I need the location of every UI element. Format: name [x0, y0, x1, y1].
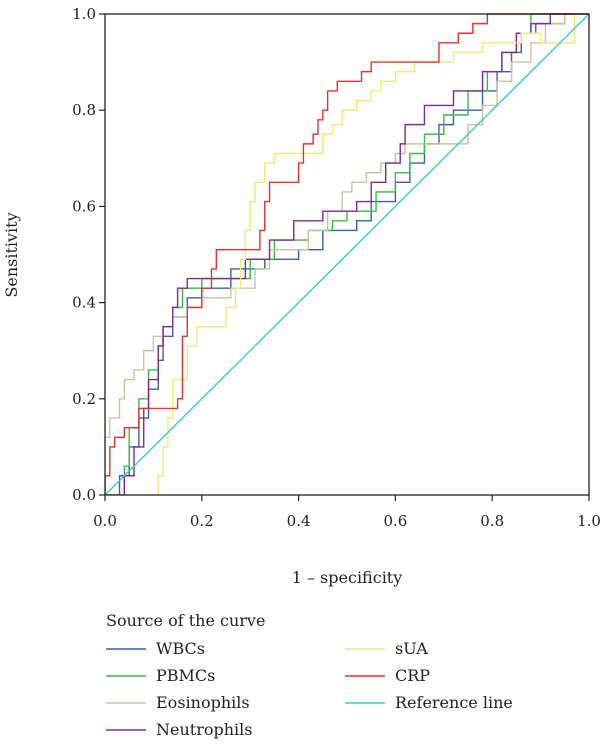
y-tick-label: 0.6	[72, 197, 96, 215]
legend-label-neutrophils: Neutrophils	[156, 720, 252, 739]
legend-label-wbcs: WBCs	[156, 639, 205, 658]
x-axis-title: 1 – specificity	[292, 568, 403, 587]
x-tick-label: 0.8	[480, 512, 504, 530]
series-line-reference-line	[105, 13, 590, 495]
legend: WBCs PBMCs Eosinophils Neutrophils sUA CRP Ref…	[106, 639, 513, 739]
x-tick-label: 1.0	[577, 512, 600, 530]
y-axis-title: Sensitivity	[2, 212, 21, 297]
series-line-sua	[105, 13, 589, 495]
x-tick-label: 0.4	[287, 512, 311, 530]
legend-label-crp: CRP	[395, 666, 430, 685]
legend-title: Source of the curve	[106, 611, 265, 630]
y-tick-label: 0.2	[72, 390, 96, 408]
x-tick-label: 0.2	[190, 512, 214, 530]
x-tick-label: 0.6	[383, 512, 407, 530]
legend-label-pbmcs: PBMCs	[156, 666, 215, 685]
x-tick-label: 0.0	[93, 512, 117, 530]
y-tick-label: 0.0	[72, 486, 96, 504]
series-line-neutrophils	[105, 13, 589, 495]
series-line-eosinophils	[105, 13, 589, 495]
y-tick-label: 0.4	[72, 294, 96, 312]
legend-label-eosinophils: Eosinophils	[156, 693, 250, 712]
y-tick-label: 1.0	[72, 5, 96, 23]
series-layer	[105, 13, 590, 495]
plot-frame	[104, 13, 590, 496]
y-tick-label: 0.8	[72, 101, 96, 119]
axis-layer: 0.0 0.2 0.4 0.6 0.8 1.0 0.0 0.2 0.4 0.6 0.8 1.0	[72, 5, 600, 530]
series-line-crp	[105, 13, 589, 495]
legend-label-sua: sUA	[395, 639, 428, 658]
legend-label-reference-line: Reference line	[395, 693, 513, 712]
